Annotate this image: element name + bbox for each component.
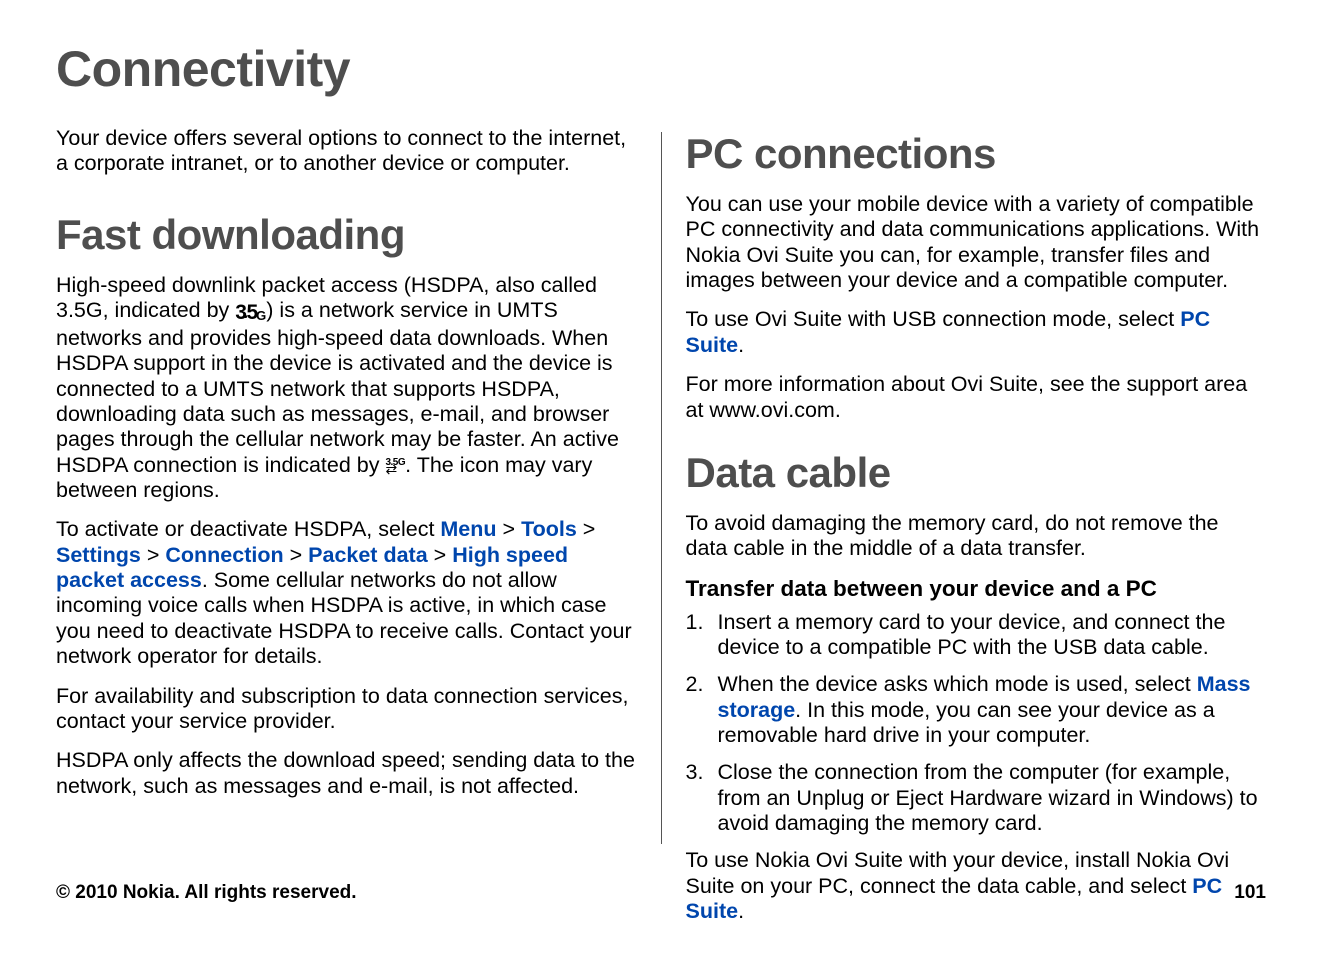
- left-column: Your device offers several options to co…: [56, 126, 637, 939]
- page-footer: © 2010 Nokia. All rights reserved. 101: [56, 882, 1266, 904]
- pc-connections-p3: For more information about Ovi Suite, se…: [686, 372, 1267, 423]
- p1-part-b: ) is a network service in UMTS networks …: [56, 298, 619, 477]
- step-1: Insert a memory card to your device, and…: [686, 610, 1267, 661]
- nav-sep: >: [503, 517, 516, 541]
- pc-connections-heading: PC connections: [686, 130, 1267, 178]
- pc-p2b: .: [738, 333, 744, 357]
- step-2a: When the device asks which mode is used,…: [718, 672, 1197, 696]
- nav-sep: >: [583, 517, 596, 541]
- hsdpa-active-icon: 3.5G⇄: [385, 461, 405, 472]
- copyright-text: © 2010 Nokia. All rights reserved.: [56, 882, 357, 904]
- fast-downloading-p4: HSDPA only affects the download speed; s…: [56, 748, 637, 799]
- intro-text: Your device offers several options to co…: [56, 126, 637, 177]
- nav-settings: Settings: [56, 543, 141, 567]
- nav-sep: >: [434, 543, 447, 567]
- step-2: When the device asks which mode is used,…: [686, 672, 1267, 748]
- data-cable-p1: To avoid damaging the memory card, do no…: [686, 511, 1267, 562]
- column-divider: [661, 132, 662, 844]
- right-column: PC connections You can use your mobile d…: [686, 126, 1267, 939]
- data-cable-heading: Data cable: [686, 449, 1267, 497]
- transfer-subheading: Transfer data between your device and a …: [686, 576, 1267, 602]
- pc-connections-p1: You can use your mobile device with a va…: [686, 192, 1267, 293]
- nav-tools: Tools: [521, 517, 577, 541]
- fast-downloading-p1: High-speed downlink packet access (HSDPA…: [56, 273, 637, 504]
- fast-downloading-p2: To activate or deactivate HSDPA, select …: [56, 517, 637, 669]
- page-number: 101: [1234, 882, 1266, 904]
- fast-downloading-p3: For availability and subscription to dat…: [56, 684, 637, 735]
- pc-p2a: To use Ovi Suite with USB connection mod…: [686, 307, 1181, 331]
- fast-downloading-heading: Fast downloading: [56, 211, 637, 259]
- page-title: Connectivity: [56, 40, 1266, 98]
- transfer-steps: Insert a memory card to your device, and…: [686, 610, 1267, 837]
- p2-part-a: To activate or deactivate HSDPA, select: [56, 517, 440, 541]
- step-3: Close the connection from the computer (…: [686, 760, 1267, 836]
- nav-menu: Menu: [440, 517, 496, 541]
- two-column-layout: Your device offers several options to co…: [56, 126, 1266, 939]
- nav-connection: Connection: [165, 543, 283, 567]
- nav-packet-data: Packet data: [308, 543, 428, 567]
- nav-sep: >: [147, 543, 160, 567]
- nav-sep: >: [290, 543, 303, 567]
- hsdpa-idle-icon: 3•5G: [235, 300, 266, 326]
- pc-connections-p2: To use Ovi Suite with USB connection mod…: [686, 307, 1267, 358]
